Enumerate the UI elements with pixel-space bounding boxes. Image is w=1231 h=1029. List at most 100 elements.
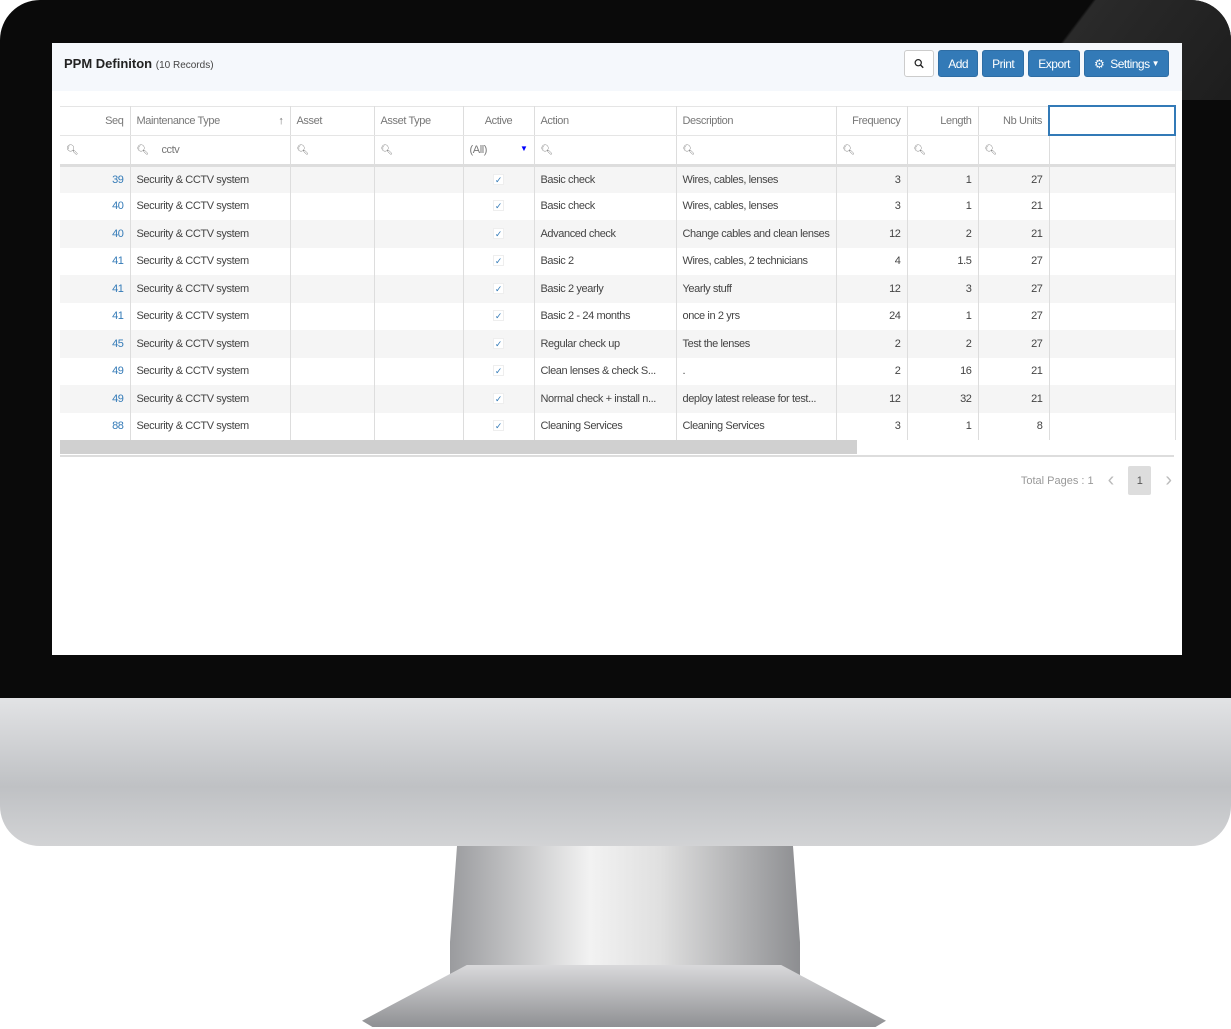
horizontal-scrollbar[interactable] <box>60 440 1174 454</box>
scrollbar-thumb[interactable] <box>60 440 857 454</box>
cell-asset <box>290 275 375 303</box>
cell-seq[interactable]: 49 <box>60 385 131 413</box>
cell-description: Cleaning Services <box>676 412 837 440</box>
seq-link[interactable]: 39 <box>112 173 124 186</box>
cell-seq[interactable]: 41 <box>60 247 131 275</box>
chevron-left-icon[interactable]: ‹ <box>1107 469 1115 491</box>
cell-active[interactable]: ✓ <box>463 302 535 330</box>
cell-asset <box>290 330 375 358</box>
export-button[interactable]: Export <box>1028 50 1080 77</box>
table-row[interactable]: 88 Security & CCTV system ✓ Cleaning Servic… <box>60 412 1176 440</box>
cell-frequency: 3 <box>836 412 908 440</box>
cell-maintenance-type: Security & CCTV system <box>130 412 291 440</box>
check-icon[interactable]: ✓ <box>493 255 504 267</box>
cell-seq[interactable]: 49 <box>60 357 131 385</box>
check-icon[interactable]: ✓ <box>493 282 504 294</box>
column-header-asset-type[interactable]: Asset Type <box>374 105 464 136</box>
settings-button[interactable]: ⚙ Settings ▼ <box>1083 50 1169 77</box>
table-row[interactable]: 40 Security & CCTV system ✓ Advanced check C… <box>60 220 1176 248</box>
total-pages: Total Pages : 1 <box>1020 474 1094 487</box>
seq-link[interactable]: 41 <box>112 282 124 295</box>
cell-seq[interactable]: 39 <box>60 165 131 193</box>
table-row[interactable]: 45 Security & CCTV system ✓ Regular check u… <box>60 330 1176 358</box>
seq-link[interactable]: 41 <box>112 310 124 323</box>
table-row[interactable]: 41 Security & CCTV system ✓ Basic 2 - 24 mo… <box>60 302 1176 330</box>
page-button[interactable]: 1 <box>1128 466 1152 495</box>
table-row[interactable]: 41 Security & CCTV system ✓ Basic 2 yearly Y… <box>60 275 1176 303</box>
check-icon[interactable]: ✓ <box>493 337 504 349</box>
column-header-frequency[interactable]: Frequency <box>836 105 908 136</box>
cell-active[interactable]: ✓ <box>463 412 535 440</box>
cell-active[interactable]: ✓ <box>463 385 535 413</box>
column-header-nb-units[interactable]: Nb Units <box>978 105 1050 136</box>
cell-length: 16 <box>907 357 979 385</box>
cell-action: Basic check <box>534 165 677 193</box>
cell-nb-units: 21 <box>978 385 1050 413</box>
check-icon[interactable]: ✓ <box>493 392 504 404</box>
cell-active[interactable]: ✓ <box>463 192 535 220</box>
filter-length[interactable]: 🔍︎ <box>907 135 979 167</box>
seq-link[interactable]: 41 <box>112 255 124 268</box>
cell-active[interactable]: ✓ <box>463 275 535 303</box>
add-button[interactable]: Add <box>938 50 979 77</box>
cell-seq[interactable]: 45 <box>60 330 131 358</box>
column-chooser[interactable] <box>1048 105 1177 136</box>
table-row[interactable]: 40 Security & CCTV system ✓ Basic check Wire… <box>60 192 1176 220</box>
filter-active[interactable]: (All) ▼ <box>463 135 535 167</box>
column-header-seq[interactable]: Seq <box>60 105 131 136</box>
cell-seq[interactable]: 41 <box>60 302 131 330</box>
check-icon[interactable]: ✓ <box>493 173 504 185</box>
print-button[interactable]: Print <box>982 50 1025 77</box>
seq-link[interactable]: 40 <box>112 200 124 213</box>
table-row[interactable]: 49 Security & CCTV system ✓ Normal check + … <box>60 385 1176 413</box>
filter-frequency[interactable]: 🔍︎ <box>836 135 908 167</box>
cell-asset-type <box>374 247 464 275</box>
caret-down-icon: ▼ <box>1151 59 1160 68</box>
filter-description[interactable]: 🔍︎ <box>676 135 837 167</box>
seq-link[interactable]: 45 <box>112 337 124 350</box>
column-header-asset[interactable]: Asset <box>290 105 375 136</box>
column-header-description[interactable]: Description <box>676 105 837 136</box>
check-icon[interactable]: ✓ <box>493 365 504 377</box>
cell-maintenance-type: Security & CCTV system <box>130 165 291 193</box>
sort-asc-icon[interactable]: ↑ <box>278 114 284 127</box>
cell-frequency: 24 <box>836 302 908 330</box>
column-header-length[interactable]: Length <box>907 105 979 136</box>
cell-seq[interactable]: 40 <box>60 220 131 248</box>
cell-seq[interactable]: 41 <box>60 275 131 303</box>
filter-action[interactable]: 🔍︎ <box>534 135 677 167</box>
cell-seq[interactable]: 88 <box>60 412 131 440</box>
column-header-active[interactable]: Active <box>463 105 535 136</box>
filter-nb-units[interactable]: 🔍︎ <box>978 135 1050 167</box>
check-icon[interactable]: ✓ <box>493 310 504 322</box>
seq-link[interactable]: 40 <box>112 227 124 240</box>
search-button[interactable] <box>904 50 935 77</box>
seq-link[interactable]: 49 <box>112 365 124 378</box>
table-row[interactable]: 49 Security & CCTV system ✓ Clean lenses & … <box>60 357 1176 385</box>
check-icon[interactable]: ✓ <box>493 420 504 432</box>
filter-maintenance-type[interactable]: 🔍︎ cctv <box>130 135 291 167</box>
table-row[interactable]: 39 Security & CCTV system ✓ Basic check Wire… <box>60 165 1176 193</box>
column-header-action[interactable]: Action <box>534 105 677 136</box>
cell-nb-units: 27 <box>978 302 1050 330</box>
seq-link[interactable]: 88 <box>112 420 124 433</box>
cell-active[interactable]: ✓ <box>463 165 535 193</box>
filter-asset-type[interactable]: 🔍︎ <box>374 135 464 167</box>
cell-description: deploy latest release for test... <box>676 385 837 413</box>
cell-active[interactable]: ✓ <box>463 357 535 385</box>
seq-link[interactable]: 49 <box>112 392 124 405</box>
cell-action: Basic 2 yearly <box>534 275 677 303</box>
cell-asset-type <box>374 302 464 330</box>
filter-seq[interactable]: 🔍︎ <box>60 135 131 167</box>
cell-asset-type <box>374 330 464 358</box>
column-header-maintenance-type[interactable]: Maintenance Type ↑ <box>130 105 291 136</box>
cell-active[interactable]: ✓ <box>463 330 535 358</box>
filter-asset[interactable]: 🔍︎ <box>290 135 375 167</box>
table-row[interactable]: 41 Security & CCTV system ✓ Basic 2 Wires, c… <box>60 247 1176 275</box>
check-icon[interactable]: ✓ <box>493 227 504 239</box>
cell-active[interactable]: ✓ <box>463 220 535 248</box>
chevron-right-icon[interactable]: › <box>1165 469 1172 491</box>
check-icon[interactable]: ✓ <box>493 200 504 212</box>
cell-active[interactable]: ✓ <box>463 247 535 275</box>
cell-seq[interactable]: 40 <box>60 192 131 220</box>
